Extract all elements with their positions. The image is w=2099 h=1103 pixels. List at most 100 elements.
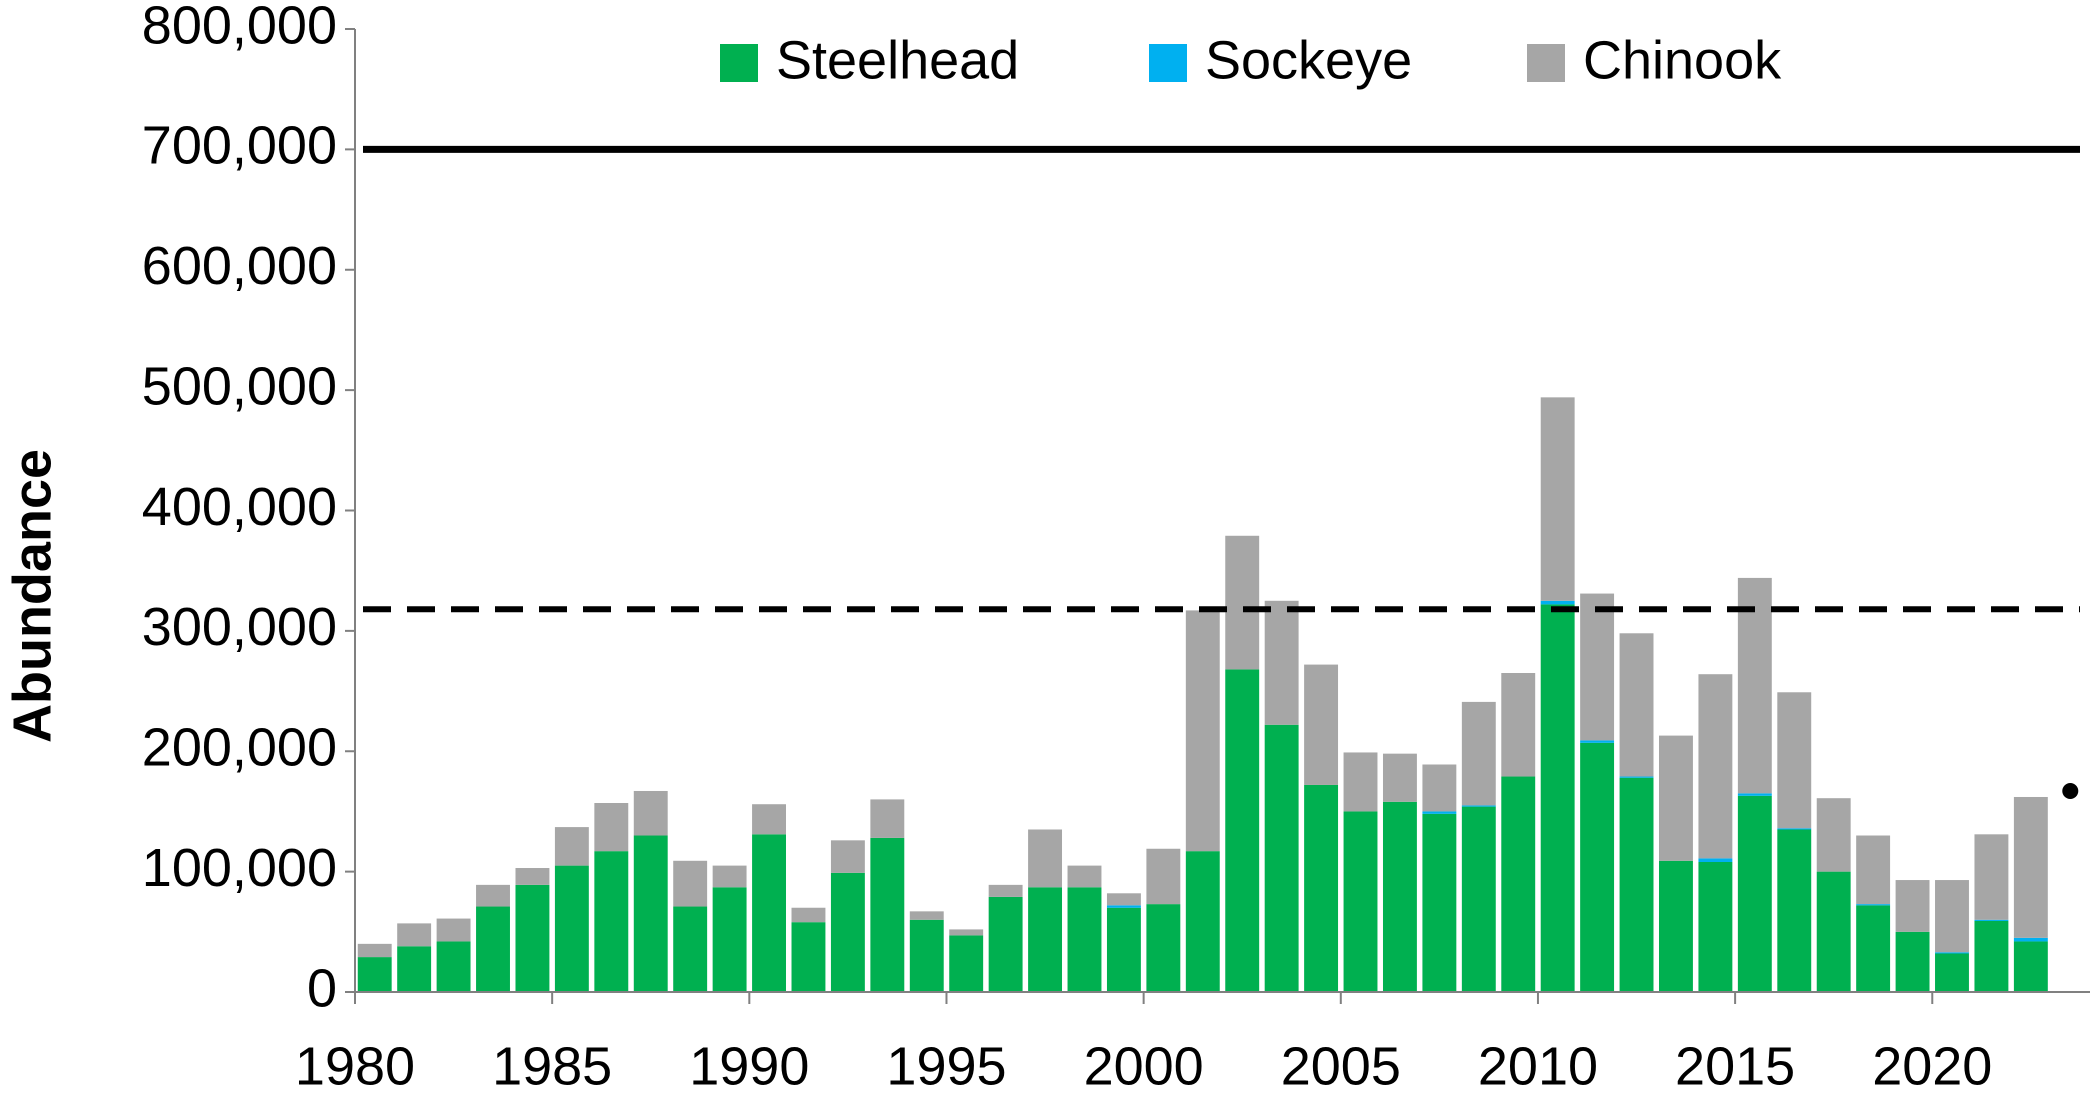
bar-segment — [1935, 953, 1969, 992]
x-tick-label: 2000 — [1084, 1036, 1204, 1096]
bar-segment — [1382, 753, 1417, 802]
x-tick-label: 1990 — [689, 1036, 809, 1096]
bar-segment — [1777, 692, 1812, 829]
bar-segment — [830, 872, 865, 992]
bar-segment — [1422, 811, 1457, 814]
y-tick-label: 300,000 — [142, 597, 337, 657]
bar-segment — [1146, 904, 1181, 992]
y-tick-label: 700,000 — [142, 116, 337, 176]
bar-segment — [1304, 664, 1339, 785]
bar-segment — [1856, 904, 1891, 906]
bar-segment — [909, 911, 944, 920]
bar-segment — [2013, 796, 2048, 938]
bar-segment — [988, 884, 1023, 897]
legend-label: Sockeye — [1205, 30, 1412, 90]
bar-segment — [633, 790, 668, 836]
bar-segment — [1501, 776, 1536, 992]
bar-segment — [712, 865, 747, 888]
bar-segment — [436, 918, 471, 942]
y-tick-label: 600,000 — [142, 236, 337, 296]
bar-segment — [1264, 600, 1299, 725]
bar-segment — [949, 935, 984, 992]
bar-segment — [673, 860, 708, 907]
bar-segment — [397, 923, 432, 947]
bar-segment — [1422, 813, 1457, 992]
bar-segment — [1225, 535, 1260, 670]
y-tick-label: 400,000 — [142, 477, 337, 537]
bar-segment — [1659, 735, 1693, 861]
bar-segment — [1737, 577, 1772, 794]
bar-segment — [1540, 600, 1575, 605]
bar-segment — [830, 840, 865, 873]
bar-segment — [909, 919, 944, 992]
bar-segment — [1619, 777, 1654, 992]
bar-segment — [1304, 784, 1339, 992]
x-tick-label: 2015 — [1675, 1036, 1795, 1096]
y-tick-label: 800,000 — [142, 0, 337, 55]
bar-segment — [1067, 865, 1102, 888]
x-tick-label: 1995 — [886, 1036, 1006, 1096]
bar-segment — [633, 835, 668, 992]
bar-segment — [870, 837, 905, 992]
bar-segment — [791, 922, 826, 992]
bar-segment — [1895, 880, 1930, 932]
bar-segment — [1777, 828, 1812, 830]
bar-segment — [1580, 742, 1615, 992]
bar-segment — [1737, 793, 1772, 796]
bar-segment — [870, 799, 905, 838]
bar-segment — [1935, 952, 1969, 954]
bar-segment — [1185, 851, 1220, 992]
bar-segment — [1659, 860, 1693, 992]
bar-segment — [476, 884, 510, 907]
bar-segment — [1698, 861, 1733, 992]
legend-swatch — [1149, 44, 1187, 82]
bar-segment — [1580, 740, 1615, 743]
bar-segment — [1461, 701, 1496, 806]
bar-segment — [357, 957, 392, 992]
x-tick-label: 2020 — [1872, 1036, 1992, 1096]
bar-segment — [1895, 931, 1930, 992]
bar-segment — [1106, 893, 1141, 906]
bar-segment — [1461, 805, 1496, 807]
bar-segment — [1422, 764, 1457, 812]
bar-segment — [397, 946, 432, 992]
bar-segment — [436, 941, 471, 992]
bar-segment — [988, 896, 1023, 992]
legend-swatch — [720, 44, 758, 82]
bar-segment — [752, 804, 786, 835]
bar-segment — [1106, 905, 1141, 908]
y-tick-label: 500,000 — [142, 356, 337, 416]
x-tick-label: 2005 — [1281, 1036, 1401, 1096]
bar-segment — [1974, 919, 2009, 921]
bar-segment — [1974, 920, 2009, 992]
bar-segment — [1343, 811, 1378, 992]
bar-segment — [1580, 593, 1615, 741]
bar-segment — [1540, 604, 1575, 992]
bar-segment — [1619, 776, 1654, 778]
x-tick-label: 1980 — [295, 1036, 415, 1096]
bar-segment — [1698, 674, 1733, 859]
y-axis-label: Abundance — [2, 449, 62, 743]
bar-segment — [554, 827, 589, 866]
bar-segment — [1974, 834, 2009, 920]
bar-segment — [2013, 937, 2048, 942]
bar-segment — [1540, 397, 1575, 601]
bar-segment — [594, 851, 629, 992]
bar-segment — [515, 884, 550, 992]
bar-segment — [1856, 835, 1891, 905]
bar-segment — [1264, 724, 1299, 992]
y-tick-label: 0 — [307, 958, 337, 1018]
bar-segment — [1146, 848, 1181, 905]
bar-segment — [1935, 880, 1969, 953]
bar-segment — [949, 929, 984, 936]
legend-swatch — [1527, 44, 1565, 82]
bar-segment — [2013, 941, 2048, 992]
bar-segment — [712, 887, 747, 992]
bar-segment — [1106, 907, 1141, 992]
bar-segment — [1461, 806, 1496, 992]
bar-segment — [594, 803, 629, 852]
bar-segment — [1028, 829, 1063, 888]
bar-segment — [1619, 633, 1654, 777]
bar-segment — [673, 906, 708, 992]
bar-segment — [1225, 669, 1260, 992]
